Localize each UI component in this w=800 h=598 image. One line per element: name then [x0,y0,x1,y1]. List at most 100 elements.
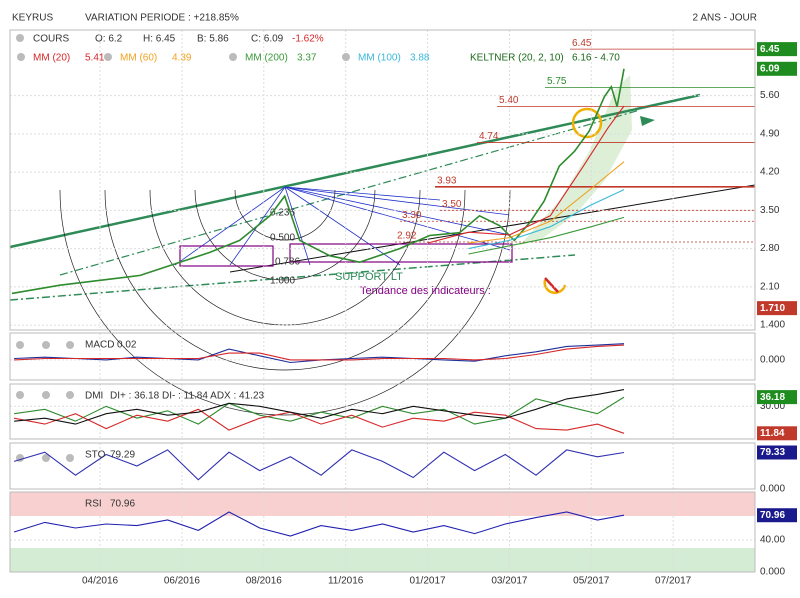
value-tag [757,445,797,460]
series-line [13,408,625,434]
legend-name: MM (20) [33,53,70,64]
level-label: 3.30 [402,210,422,221]
gear-icon [229,53,237,61]
panel-border [9,491,756,573]
y-tick-label: 3.50 [760,205,780,216]
panel-value: DI+ : 36.18 DI- : 11.84 ADX : 41.23 [110,391,265,402]
x-tick-label: 01/2017 [409,576,446,587]
legend-name: MM (100) [358,53,401,64]
panel-border [9,383,756,440]
zone [10,548,755,572]
y-tick-label: 0.000 [760,354,785,365]
series-line [468,161,625,244]
x-tick-label: 07/2017 [655,576,692,587]
trend-line [9,93,701,249]
arrow [640,116,655,126]
zone-box [289,243,513,263]
panel-title: RSI [85,499,102,510]
zone [10,492,755,516]
y-tick-label: 2.10 [760,281,780,292]
fib-label: 1.000 [270,276,295,287]
trend-line [229,184,756,273]
y-tick-label: 4.20 [760,167,780,178]
fib-label: 0.786 [275,257,300,268]
panel-border [9,29,756,331]
support-label: SUPPORT LT [335,271,403,283]
series-line [13,449,625,481]
y-tick-label: 2.80 [760,243,780,254]
trend-label: Tendance des indicateurs : [360,285,491,297]
value-tag [757,42,797,57]
legend-high: H: 6.45 [143,34,176,45]
fib-arcs [59,189,511,416]
legend-open: O: 6.2 [95,34,123,45]
legend-keltner-value: 6.16 - 4.70 [572,53,620,64]
period: 2 ANS - JOUR [693,13,757,24]
gear-icon [342,53,350,61]
level-label: 5.75 [547,76,567,87]
level-label: 3.93 [437,175,457,186]
legend-low: B: 5.86 [197,34,229,45]
fib-label: 0.500 [270,233,295,244]
legend-value: 3.37 [297,53,317,64]
value-tag-label: 6.09 [760,63,780,74]
series-line [11,68,625,295]
gear-icon[interactable] [16,34,24,42]
series-line [468,216,625,255]
legend-close: C: 6.09 [251,34,284,45]
value-tag-label: 1.710 [760,303,785,314]
value-tag [757,426,797,441]
level-label: 3.50 [442,199,462,210]
gear-icon [104,53,112,61]
series-line [14,389,625,425]
value-tag-label: 79.33 [760,447,785,458]
panel-title: MACD [85,340,114,351]
y-tick-label: 5.60 [760,90,780,101]
legend-name: MM (200) [245,53,288,64]
series-line [468,189,625,250]
variation: VARIATION PERIODE : +218.85% [85,13,239,24]
trend-icon [543,279,567,294]
series-line [427,105,625,244]
x-tick-label: 06/2016 [164,576,201,587]
panel-border [9,442,756,490]
legend-value: 3.88 [410,53,430,64]
x-tick-label: 08/2016 [246,576,283,587]
gear-icon [17,53,25,61]
value-tag-label: 36.18 [760,392,785,403]
panel-value: 70.96 [110,499,135,510]
legend-cours: COURS [33,34,69,45]
panel-title: STO [85,450,106,461]
panel-value: 79.29 [110,450,135,461]
legend-value: 5.41 [85,53,105,64]
panel-title: DMI [85,391,103,402]
legend-keltner: KELTNER (20, 2, 10) [470,53,564,64]
legend-name: MM (60) [120,53,157,64]
trend-icon [544,277,559,293]
series-line [14,396,625,425]
highlight-circle [571,107,603,139]
value-tag [757,508,797,523]
value-tag-label: 70.96 [760,510,785,521]
legend-value: 4.39 [172,53,192,64]
panel-border [9,332,756,381]
x-tick-label: 11/2016 [328,576,364,587]
symbol: KEYRUS [12,13,53,24]
value-tag [757,390,797,405]
x-tick-label: 05/2017 [573,576,610,587]
y-tick-label: 4.90 [760,128,780,139]
series-line [14,344,625,361]
fib-fan [174,186,511,266]
value-tag [757,301,797,316]
legend-change: -1.62% [292,34,324,45]
level-label: 4.74 [479,131,499,142]
support-line [9,254,576,301]
y-tick-label: 40.00 [760,535,785,546]
value-tag [757,61,797,76]
panel-value: 0.02 [117,340,137,351]
value-tag-label: 6.45 [760,44,780,55]
y-tick-label: 0.000 [760,567,785,578]
x-tick-label: 03/2017 [491,576,528,587]
fib-label: 0.236 [270,208,295,219]
